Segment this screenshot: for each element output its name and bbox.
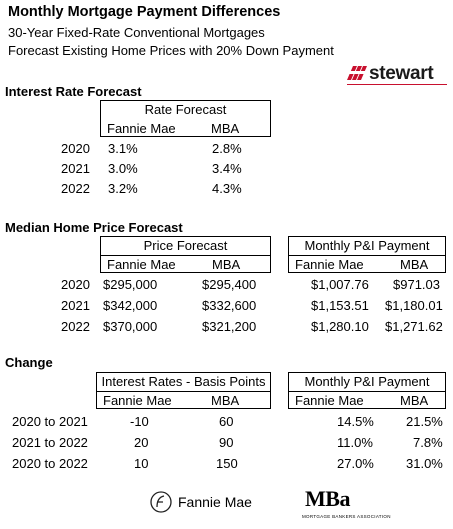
col-header-fannie-mae: Fannie Mae bbox=[107, 257, 176, 272]
stewart-logo-text: stewart bbox=[369, 63, 434, 84]
price-fm: $370,000 bbox=[103, 319, 158, 334]
price-mba: $332,600 bbox=[202, 298, 257, 313]
rate-fm: 3.1% bbox=[108, 141, 138, 156]
mba-logo-subtext: MORTGAGE BANKERS ASSOCIATION bbox=[302, 514, 391, 519]
col-header-mba: MBA bbox=[212, 257, 241, 272]
payment-title-rule bbox=[288, 255, 446, 256]
col-header-mba: MBA bbox=[211, 121, 240, 136]
interest-section-title: Interest Rate Forecast bbox=[5, 84, 142, 99]
change-mba: 90 bbox=[219, 435, 234, 450]
change-payment-mba: 31.0% bbox=[406, 456, 443, 471]
mba-logo-text: MBa bbox=[305, 486, 350, 511]
col-header-mba: MBA bbox=[211, 393, 240, 408]
change-mba: 60 bbox=[219, 414, 234, 429]
price-year: 2021 bbox=[61, 298, 90, 313]
rate-forecast-title: Rate Forecast bbox=[144, 102, 227, 117]
payment-fm: $1,007.76 bbox=[311, 277, 369, 292]
col-header-mba: MBA bbox=[400, 393, 429, 408]
change-payment-title: Monthly P&I Payment bbox=[304, 374, 430, 389]
change-fm: 20 bbox=[134, 435, 149, 450]
change-rates-title: Interest Rates - Basis Points bbox=[101, 374, 266, 389]
rate-mba: 2.8% bbox=[212, 141, 242, 156]
payment-fm: $1,153.51 bbox=[311, 298, 369, 313]
price-year: 2020 bbox=[61, 277, 90, 292]
price-mba: $321,200 bbox=[202, 319, 257, 334]
rate-forecast-frame bbox=[100, 100, 271, 137]
change-payment-fm: 14.5% bbox=[337, 414, 374, 429]
change-period: 2020 to 2022 bbox=[12, 456, 88, 471]
change-period: 2020 to 2021 bbox=[12, 414, 88, 429]
price-forecast-title: Price Forecast bbox=[143, 238, 228, 253]
change-payment-mba: 7.8% bbox=[413, 435, 443, 450]
price-fm: $295,000 bbox=[103, 277, 158, 292]
change-payment-box: Monthly P&I Payment bbox=[288, 372, 446, 409]
col-header-fannie-mae: Fannie Mae bbox=[295, 393, 364, 408]
rate-fm: 3.2% bbox=[108, 181, 138, 196]
price-forecast-box: Price Forecast bbox=[100, 236, 271, 273]
col-header-mba: MBA bbox=[400, 257, 429, 272]
subtitle-2: Forecast Existing Home Prices with 20% D… bbox=[8, 43, 334, 58]
change-fm: 10 bbox=[134, 456, 149, 471]
payment-mba: $1,180.01 bbox=[385, 298, 443, 313]
change-mba: 150 bbox=[216, 456, 238, 471]
stewart-underline bbox=[347, 84, 447, 85]
payment-fm: $1,280.10 bbox=[311, 319, 369, 334]
price-section-title: Median Home Price Forecast bbox=[5, 220, 183, 235]
stewart-logo-icon bbox=[347, 66, 367, 80]
page-title: Monthly Mortgage Payment Differences bbox=[8, 4, 281, 20]
change-title-rule bbox=[96, 391, 271, 392]
rate-mba: 4.3% bbox=[212, 181, 242, 196]
change-section-title: Change bbox=[5, 355, 53, 370]
rate-year: 2020 bbox=[61, 141, 90, 156]
change-payment-fm: 27.0% bbox=[337, 456, 374, 471]
col-header-fannie-mae: Fannie Mae bbox=[107, 121, 176, 136]
change-period: 2021 to 2022 bbox=[12, 435, 88, 450]
price-payment-box: Monthly P&I Payment bbox=[288, 236, 446, 273]
rate-mba: 3.4% bbox=[212, 161, 242, 176]
subtitle-1: 30-Year Fixed-Rate Conventional Mortgage… bbox=[8, 25, 265, 40]
price-title-rule bbox=[100, 255, 271, 256]
change-payment-fm: 11.0% bbox=[337, 435, 373, 450]
change-payment-rule bbox=[288, 391, 446, 392]
price-year: 2022 bbox=[61, 319, 90, 334]
change-fm: -10 bbox=[130, 414, 149, 429]
rate-year: 2021 bbox=[61, 161, 90, 176]
col-header-fannie-mae: Fannie Mae bbox=[295, 257, 364, 272]
change-payment-mba: 21.5% bbox=[406, 414, 443, 429]
fannie-mae-logo-text: Fannie Mae bbox=[178, 494, 252, 510]
price-mba: $295,400 bbox=[202, 277, 257, 292]
payment-mba: $1,271.62 bbox=[385, 319, 443, 334]
price-payment-title: Monthly P&I Payment bbox=[304, 238, 430, 253]
fannie-mae-logo-icon bbox=[150, 491, 172, 513]
rate-fm: 3.0% bbox=[108, 161, 138, 176]
col-header-fannie-mae: Fannie Mae bbox=[103, 393, 172, 408]
rate-year: 2022 bbox=[61, 181, 90, 196]
price-fm: $342,000 bbox=[103, 298, 158, 313]
change-rates-box: Interest Rates - Basis Points bbox=[96, 372, 271, 409]
payment-mba: $971.03 bbox=[393, 277, 440, 292]
